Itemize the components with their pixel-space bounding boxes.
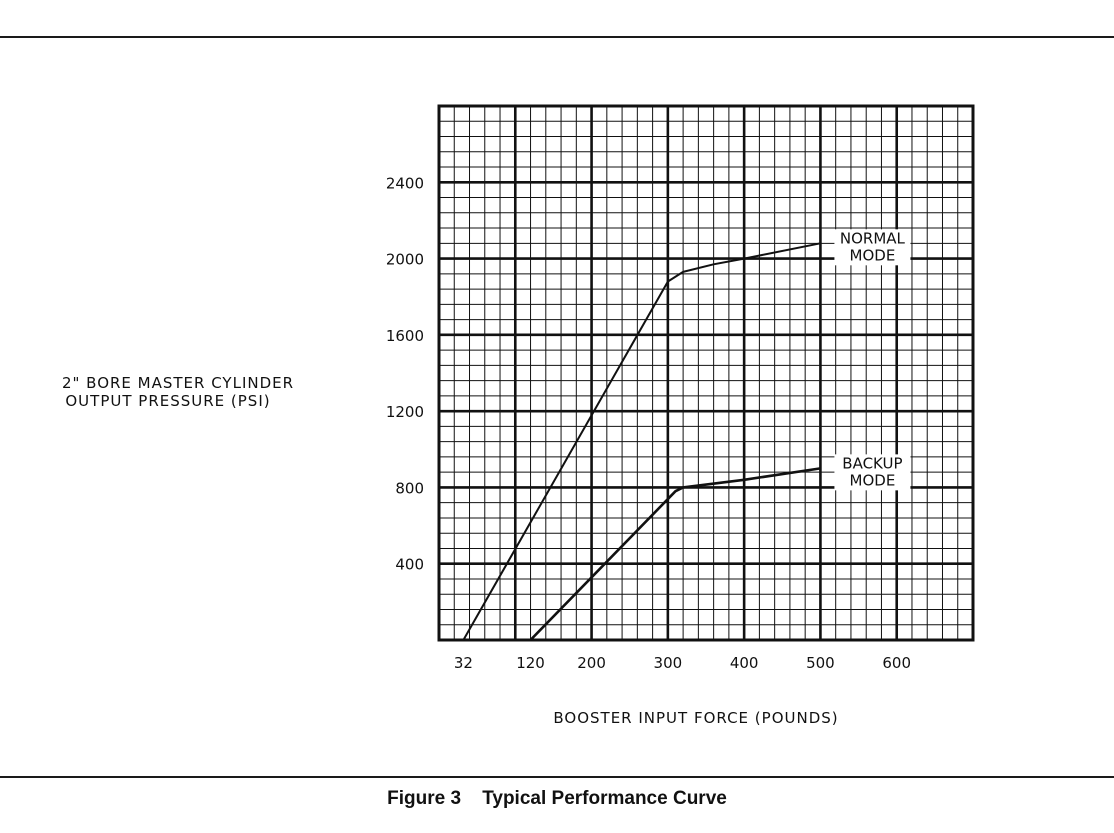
series-label-background [834,229,911,266]
x-tick-labels: 32 120 200 300 400 500 600 [454,654,911,672]
x-tick-label: 200 [577,654,606,672]
figure-number: Figure 3 [387,788,462,809]
series-label-backup-line-2: MODE [850,471,896,489]
bottom-rule [0,776,1114,778]
y-axis-title-line-1: 2" BORE MASTER CYLINDER [62,374,294,392]
y-tick-labels: 400 800 1200 1600 2000 2400 [386,174,424,573]
y-axis-title-line-2: OUTPUT PRESSURE (PSI) [65,392,270,410]
series-label-backup-line-1: BACKUP [842,454,902,472]
series-label-normal-line-2: MODE [850,246,896,264]
y-tick-label: 1600 [386,327,424,345]
major-grid [439,106,973,640]
y-tick-label: 400 [395,556,424,574]
x-axis-title: BOOSTER INPUT FORCE (POUNDS) [553,709,838,727]
x-tick-label: 120 [516,654,545,672]
series-line-normal-mode [462,242,821,641]
x-tick-label: 32 [454,654,473,672]
y-tick-label: 2400 [386,174,424,192]
plot-frame [437,104,975,642]
series-label-normal-line-1: NORMAL [840,229,906,247]
x-tick-label: 300 [654,654,683,672]
series-line-backup-mode [529,467,821,641]
x-tick-label: 500 [806,654,835,672]
x-tick-label: 600 [882,654,911,672]
minor-grid [439,106,973,640]
figure-title: Typical Performance Curve [482,788,727,809]
x-tick-label: 400 [730,654,759,672]
y-tick-label: 800 [395,479,424,497]
top-rule [0,36,1114,38]
series-lines [462,242,821,641]
y-tick-label: 1200 [386,403,424,421]
series-label-background [834,454,911,491]
y-tick-label: 2000 [386,251,424,269]
figure-caption: Figure 3 Typical Performance Curve [0,788,1114,810]
